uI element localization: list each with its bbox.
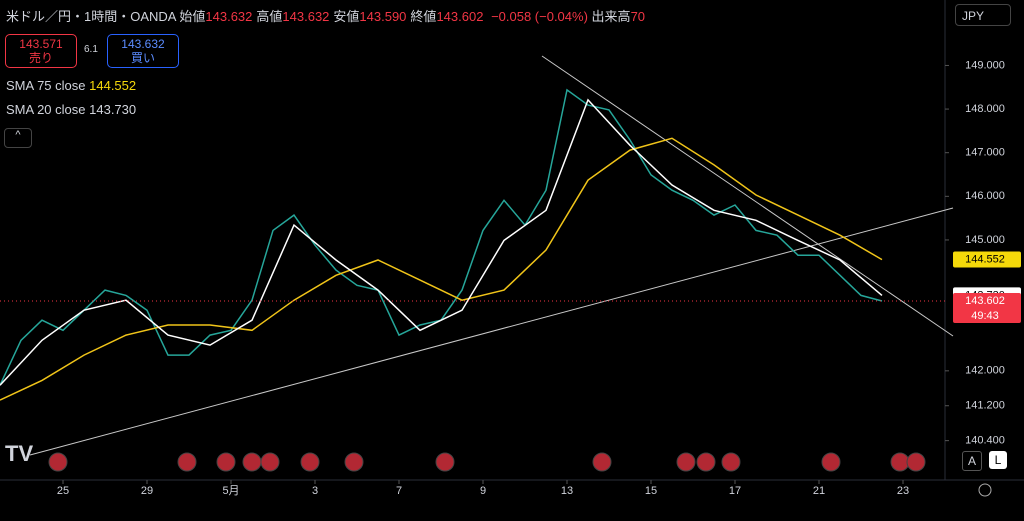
buy-label: 買い <box>130 51 155 65</box>
field-value: 143.602 <box>436 9 484 24</box>
field-name: 終値 <box>410 9 437 24</box>
field-value: 143.632 <box>282 9 330 24</box>
legend-value: 143.730 <box>89 102 137 117</box>
trend-line <box>541 55 954 337</box>
price-label-bg <box>953 292 1021 323</box>
symbol: 米ドル／円・1時間・OANDA <box>6 9 176 24</box>
x-tick-label: 21 <box>813 485 825 497</box>
ohlc: 始値143.632 高値143.632 安値143.590 終値143.602 <box>179 9 487 24</box>
buy-price: 143.632 <box>121 37 165 51</box>
collapse-button[interactable]: ^ <box>4 128 32 148</box>
y-tick-label: 141.200 <box>965 400 1005 412</box>
field-value: 143.590 <box>359 9 407 24</box>
x-tick-label: 29 <box>141 485 153 497</box>
event-icons <box>48 452 926 472</box>
trend-line <box>29 207 954 456</box>
x-tick-label: 15 <box>645 485 657 497</box>
x-tick-label: 9 <box>480 485 486 497</box>
y-tick-label: 147.000 <box>965 147 1005 159</box>
currency-button[interactable]: JPY <box>955 4 1011 26</box>
y-tick-label: 146.000 <box>965 190 1005 202</box>
x-tick-label: 3 <box>312 485 318 497</box>
y-tick-label: 148.000 <box>965 103 1005 115</box>
y-tick-label: 145.000 <box>965 234 1005 246</box>
y-tick-label: 142.000 <box>965 365 1005 377</box>
auto-button[interactable]: A <box>962 451 982 471</box>
countdown: 49:43 <box>971 310 999 322</box>
volume-name: 出来高 <box>591 9 631 24</box>
volume: 70 <box>630 9 646 24</box>
log-button[interactable]: L <box>989 451 1007 469</box>
field-name: 始値 <box>179 9 206 24</box>
x-tick-label: 23 <box>897 485 909 497</box>
series-line <box>0 88 883 386</box>
series-line <box>0 98 883 386</box>
field-name: 安値 <box>333 9 360 24</box>
series-line <box>0 137 883 401</box>
field-name: 高値 <box>256 9 283 24</box>
sell-button[interactable]: 143.571 売り <box>5 34 77 68</box>
sell-label: 売り <box>28 51 53 65</box>
legend-name: SMA 20 close <box>6 102 86 117</box>
legend-name: SMA 75 close <box>6 78 86 93</box>
legend-sma20: SMA 20 close 143.730 <box>6 102 136 117</box>
x-tick-label: 25 <box>57 485 69 497</box>
logo: TV <box>5 441 33 466</box>
price-label: 144.552 <box>965 253 1005 265</box>
legend-sma75: SMA 75 close 144.552 <box>6 78 136 93</box>
y-tick-label: 149.000 <box>965 59 1005 71</box>
field-value: 143.632 <box>205 9 253 24</box>
buy-button[interactable]: 143.632 買い <box>107 34 179 68</box>
sell-price: 143.571 <box>19 37 63 51</box>
spread: 6.1 <box>84 44 98 55</box>
legend-value: 144.552 <box>89 78 137 93</box>
x-tick-label: 5月 <box>222 485 239 497</box>
y-tick-label: 140.400 <box>965 435 1005 447</box>
settings-icon[interactable] <box>978 483 992 497</box>
symbol-row: 米ドル／円・1時間・OANDA 始値143.632 高値143.632 安値143.… <box>6 6 645 25</box>
x-tick-label: 7 <box>396 485 402 497</box>
x-tick-label: 17 <box>729 485 741 497</box>
change: −0.058 (−0.04%) <box>491 9 588 24</box>
price-label-bg <box>953 251 1021 268</box>
price-label: 143.602 <box>965 295 1005 307</box>
x-tick-label: 13 <box>561 485 573 497</box>
